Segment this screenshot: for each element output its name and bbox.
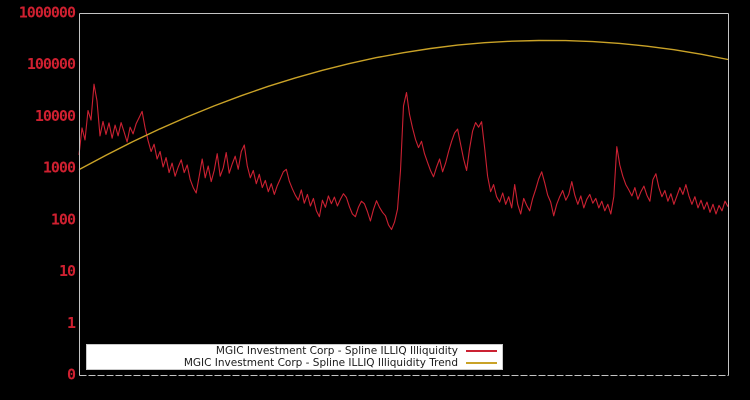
legend-line-sample-red (466, 350, 497, 352)
y-tick-label: 10 (59, 262, 76, 280)
legend-label-illiquidity: MGIC Investment Corp - Spline ILLIQ Illi… (215, 345, 458, 357)
trend-line (78, 39, 729, 171)
legend-item-trend: MGIC Investment Corp - Spline ILLIQ Illi… (87, 357, 502, 369)
y-tick-label: 10000 (35, 107, 76, 125)
plot-area (79, 13, 728, 375)
y-tick-label: 100 (51, 210, 76, 228)
legend-item-illiquidity: MGIC Investment Corp - Spline ILLIQ Illi… (87, 345, 502, 357)
y-tick-label: 1000000 (19, 4, 76, 22)
axis-layer: 1000000 100000 10000 1000 100 10 1 0 (19, 4, 729, 384)
y-tick-label: 1000 (43, 159, 76, 177)
y-tick-label: 1 (67, 314, 76, 332)
y-tick-label: 0 (67, 366, 76, 384)
illiquidity-line (78, 83, 729, 231)
series-layer (78, 39, 729, 231)
legend-label-trend: MGIC Investment Corp - Spline ILLIQ Illi… (183, 357, 458, 369)
legend-line-sample-yellow (466, 362, 497, 364)
y-tick-label: 100000 (27, 55, 76, 73)
legend-box: MGIC Investment Corp - Spline ILLIQ Illi… (86, 344, 503, 370)
